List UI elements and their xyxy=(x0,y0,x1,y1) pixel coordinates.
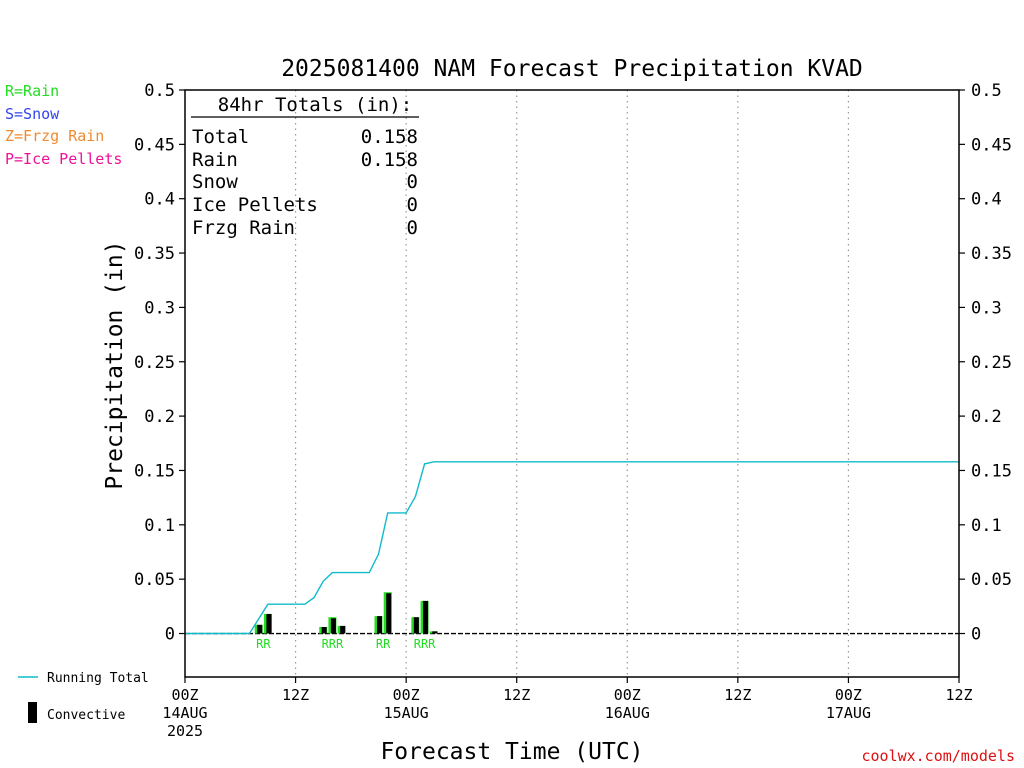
y-tick-label: 0.5 xyxy=(971,81,1002,101)
chart-title: 2025081400 NAM Forecast Precipitation KV… xyxy=(281,56,863,82)
x-tick-label: 16AUG xyxy=(605,704,650,722)
legend-ice-pellets: P=Ice Pellets xyxy=(5,150,122,168)
totals-label-ice-pellets: Ice Pellets xyxy=(192,194,318,216)
x-axis-label: Forecast Time (UTC) xyxy=(380,739,643,765)
totals-heading: 84hr Totals (in): xyxy=(218,94,412,116)
y-tick-label: 0 xyxy=(165,625,175,645)
x-tick-label: 12Z xyxy=(503,686,530,704)
grid xyxy=(185,90,959,677)
y-tick-label: 0.3 xyxy=(971,298,1002,318)
convective-bar xyxy=(413,617,419,634)
convective-bar xyxy=(423,600,429,634)
y-tick-label: 0.45 xyxy=(134,135,175,155)
totals-label-frzg-rain: Frzg Rain xyxy=(192,217,295,239)
y-tick-label: 0 xyxy=(971,625,981,645)
x-tick-label: 00Z xyxy=(835,686,862,704)
y-tick-label: 0.1 xyxy=(144,516,175,536)
y-tick-label: 0.5 xyxy=(144,81,175,101)
x-tick-label: 00Z xyxy=(171,686,198,704)
convective-bar xyxy=(266,613,272,634)
x-tick-label: 00Z xyxy=(393,686,420,704)
x-tick-label: 17AUG xyxy=(826,704,871,722)
legend-frzg-rain: Z=Frzg Rain xyxy=(5,127,104,145)
x-tick-label: 14AUG xyxy=(162,704,207,722)
convective-bar xyxy=(321,626,327,634)
y-tick-label: 0.05 xyxy=(971,570,1012,590)
bars xyxy=(254,592,438,634)
running-total-line xyxy=(185,461,959,635)
y-tick-label: 0.05 xyxy=(134,570,175,590)
y-tick-label: 0.25 xyxy=(971,353,1012,373)
totals-value-ice-pellets: 0 xyxy=(407,194,418,216)
totals-label-rain: Rain xyxy=(192,149,238,171)
x-tick-label: 00Z xyxy=(614,686,641,704)
y-tick-label: 0.2 xyxy=(144,407,175,427)
convective-bar xyxy=(340,625,346,634)
y-tick-label: 0.2 xyxy=(971,407,1002,427)
totals-box: 84hr Totals (in): Total 0.158 Rain 0.158… xyxy=(191,94,419,239)
convective-legend-label: Convective xyxy=(47,708,125,723)
y-tick-label: 0.4 xyxy=(971,190,1002,210)
x-tick-label: 12Z xyxy=(724,686,751,704)
legend-rain: R=Rain xyxy=(5,82,59,100)
y-tick-label: 0.25 xyxy=(134,353,175,373)
y-tick-label: 0.1 xyxy=(971,516,1002,536)
y-tick-label: 0.35 xyxy=(971,244,1012,264)
y-tick-label: 0.3 xyxy=(144,298,175,318)
totals-value-snow: 0 xyxy=(407,171,418,193)
y-tick-label: 0.45 xyxy=(971,135,1012,155)
convective-bar xyxy=(377,616,382,634)
x-tick-label: 2025 xyxy=(167,722,203,740)
totals-label-snow: Snow xyxy=(192,171,238,193)
convective-bar xyxy=(330,618,336,634)
type-markers: RR RRR RR RRR xyxy=(256,637,436,651)
totals-value-frzg-rain: 0 xyxy=(407,217,418,239)
plot-frame xyxy=(184,89,960,678)
convective-bar xyxy=(257,624,263,634)
credit-text: coolwx.com/models xyxy=(861,747,1015,765)
y-tick-label: 0.4 xyxy=(144,190,175,210)
legend-snow: S=Snow xyxy=(5,105,60,123)
totals-label-total: Total xyxy=(192,126,249,148)
running-total-legend-label: Running Total xyxy=(47,671,149,686)
x-tick-label: 12Z xyxy=(282,686,309,704)
x-tick-label: 15AUG xyxy=(384,704,429,722)
y-tick-label: 0.15 xyxy=(971,461,1012,481)
totals-value-rain: 0.158 xyxy=(361,149,418,171)
y-axis-left: 0 0.05 0.1 0.15 0.2 0.25 0.3 0.35 0.4 0.45 0.5 xyxy=(134,81,185,645)
precip-type-marker: RR xyxy=(256,637,271,651)
precip-type-marker: RRR xyxy=(322,637,344,651)
y-axis-label: Precipitation (in) xyxy=(102,240,128,489)
precip-type-marker: RRR xyxy=(414,637,436,651)
x-tick-label: 12Z xyxy=(945,686,972,704)
running-total xyxy=(185,461,959,635)
y-tick-label: 0.35 xyxy=(134,244,175,264)
totals-value-total: 0.158 xyxy=(361,126,418,148)
precip-type-legend: R=Rain S=Snow Z=Frzg Rain P=Ice Pellets xyxy=(5,82,122,168)
y-tick-label: 0.15 xyxy=(134,461,175,481)
precip-type-marker: RR xyxy=(376,637,391,651)
convective-legend-swatch xyxy=(28,702,37,723)
convective-bar xyxy=(386,593,392,634)
y-axis-right: 0 0.05 0.1 0.15 0.2 0.25 0.3 0.35 0.4 0.45 0.5 xyxy=(959,81,1012,645)
convective-bar xyxy=(432,631,438,634)
series-legend: Running Total Convective xyxy=(18,671,149,723)
